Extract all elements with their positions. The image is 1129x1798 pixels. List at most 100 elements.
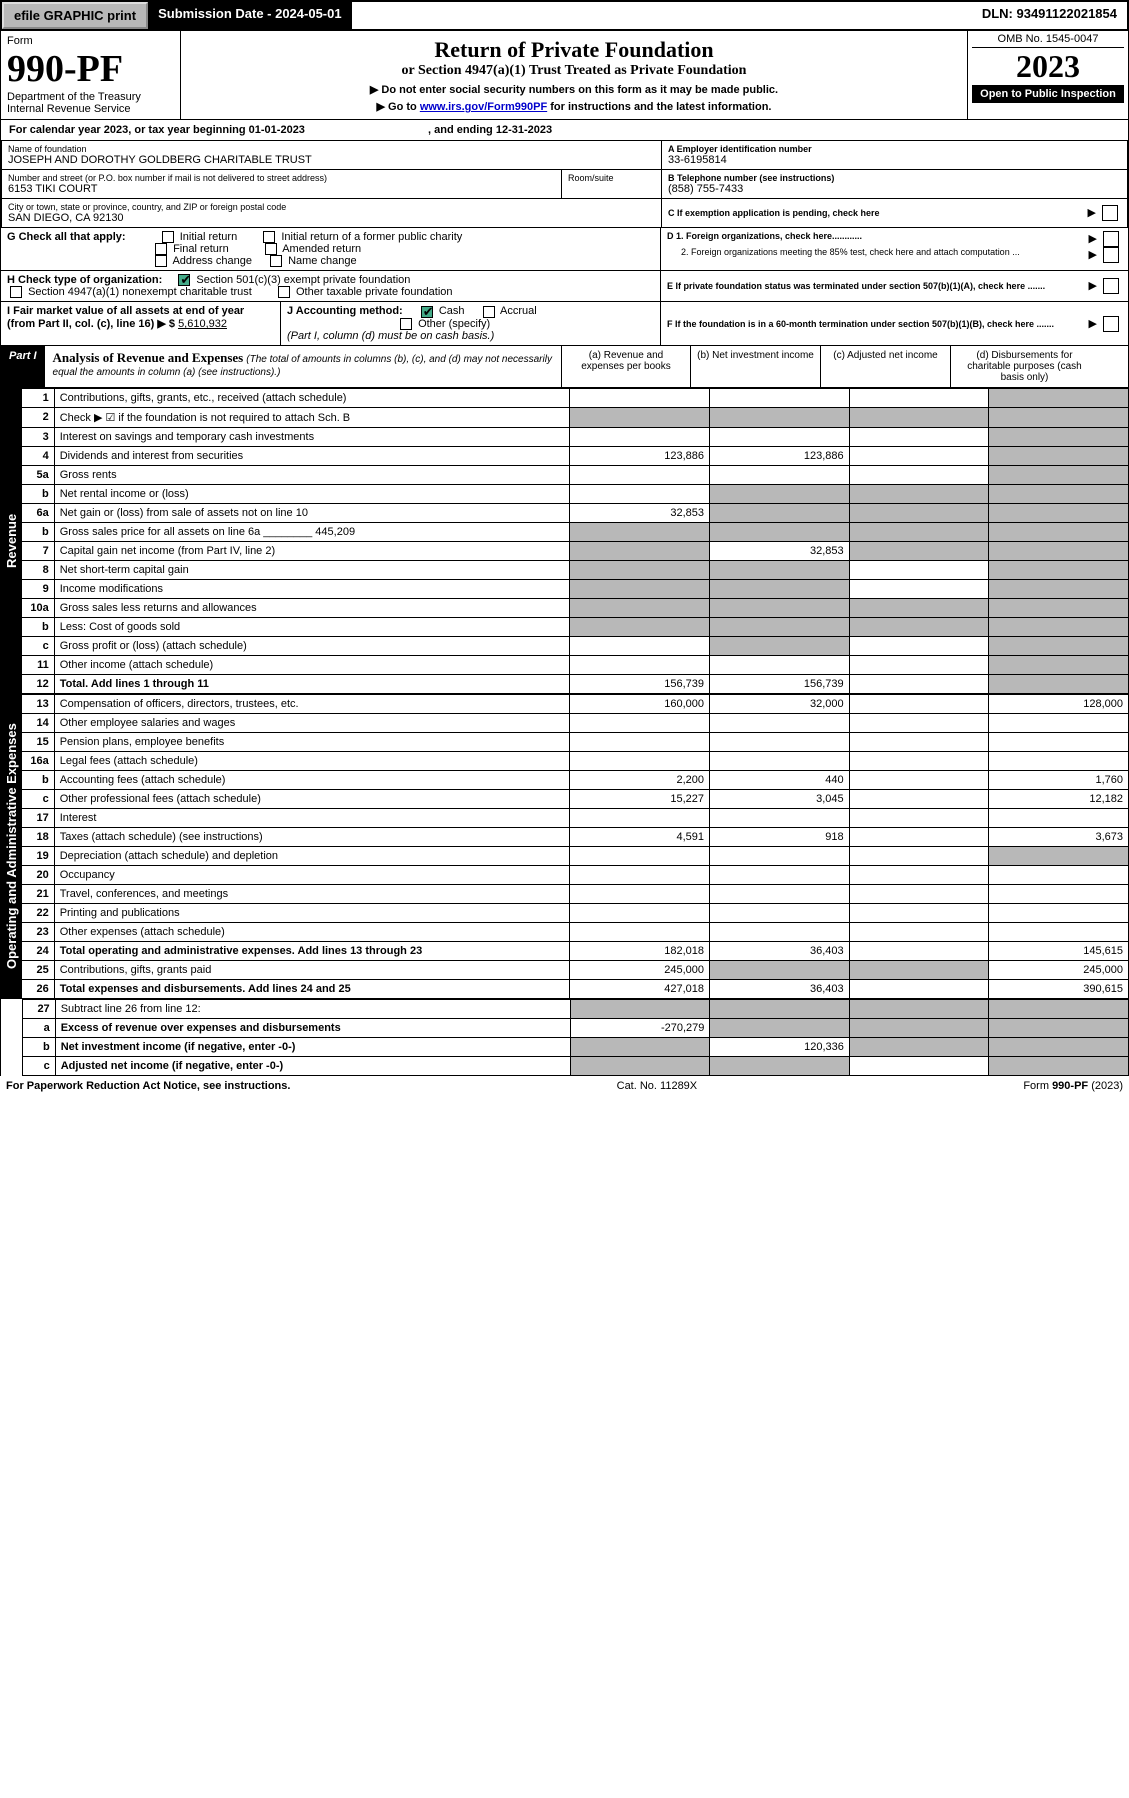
col-d-value [989,1037,1129,1056]
col-c-value [849,789,989,808]
form-title: Return of Private Foundation [187,37,961,63]
col-d-value [989,865,1129,884]
irs-link[interactable]: www.irs.gov/Form990PF [420,101,547,113]
line-number: 23 [22,922,54,941]
line-number: 7 [22,541,54,560]
line-desc: Other employee salaries and wages [54,713,570,732]
calendar-year-row: For calendar year 2023, or tax year begi… [0,120,1129,141]
col-a-value [570,388,710,407]
line-desc: Gross rents [54,465,570,484]
address-change-checkbox[interactable] [155,255,167,267]
d2-checkbox[interactable] [1103,247,1119,263]
line-desc: Gross sales price for all assets on line… [54,522,570,541]
addr-label: Number and street (or P.O. box number if… [8,173,555,183]
revenue-vlabel: Revenue [1,388,22,694]
col-b-value [710,1018,850,1037]
table-row: 27Subtract line 26 from line 12: [23,999,1129,1018]
amended-checkbox[interactable] [265,243,277,255]
col-c-value [849,846,989,865]
c-checkbox[interactable] [1102,205,1118,221]
line-number: c [22,636,54,655]
col-a-value [570,865,710,884]
line-number: a [23,1018,55,1037]
col-c-value [849,446,989,465]
line-number: 3 [22,427,54,446]
col-a-value: 123,886 [570,446,710,465]
line-desc: Occupancy [54,865,570,884]
line-desc: Interest on savings and temporary cash i… [54,427,570,446]
col-a-value [570,1037,710,1056]
table-row: bGross sales price for all assets on lin… [22,522,1129,541]
col-c-value [849,484,989,503]
col-b-value [710,713,850,732]
col-c-value [849,960,989,979]
col-c-value [849,636,989,655]
col-d-value [989,522,1129,541]
col-d-value: 3,673 [989,827,1129,846]
table-row: 7Capital gain net income (from Part IV, … [22,541,1129,560]
table-row: 3Interest on savings and temporary cash … [22,427,1129,446]
table-row: bNet investment income (if negative, ent… [23,1037,1129,1056]
501c3-checkbox[interactable] [178,274,190,286]
initial-return-checkbox[interactable] [162,231,174,243]
f-label: F If the foundation is in a 60-month ter… [667,319,1054,329]
col-a-value: 245,000 [570,960,710,979]
col-a-value [570,884,710,903]
other-taxable-checkbox[interactable] [278,286,290,298]
col-d-value: 245,000 [989,960,1129,979]
table-row: 19Depreciation (attach schedule) and dep… [22,846,1129,865]
col-d-value [989,484,1129,503]
street-address: 6153 TIKI COURT [8,183,555,195]
d1-checkbox[interactable] [1103,231,1119,247]
col-a-value [570,407,710,427]
other-method-checkbox[interactable] [400,318,412,330]
part1-title: Analysis of Revenue and Expenses [53,350,244,365]
efile-print-button[interactable]: efile GRAPHIC print [2,2,148,29]
col-b-value [710,407,850,427]
table-row: 20Occupancy [22,865,1129,884]
line-number: 12 [22,674,54,693]
initial-former-checkbox[interactable] [263,231,275,243]
col-b-value [710,522,850,541]
col-d-value [989,713,1129,732]
cash-checkbox[interactable] [421,306,433,318]
table-row: 18Taxes (attach schedule) (see instructi… [22,827,1129,846]
line-number: 2 [22,407,54,427]
table-row: 12Total. Add lines 1 through 11156,73915… [22,674,1129,693]
col-c-value [849,941,989,960]
table-row: aExcess of revenue over expenses and dis… [23,1018,1129,1037]
col-d-value [989,636,1129,655]
g-label: G Check all that apply: [7,231,126,243]
col-a-value [570,732,710,751]
d1-label: D 1. Foreign organizations, check here..… [667,231,862,247]
col-a-value [570,636,710,655]
line-desc: Printing and publications [54,903,570,922]
col-d-value: 12,182 [989,789,1129,808]
f-checkbox[interactable] [1103,316,1119,332]
d2-label: 2. Foreign organizations meeting the 85%… [667,247,1020,263]
col-d-value [989,407,1129,427]
col-b-value: 156,739 [710,674,850,693]
table-row: 2Check ▶ ☑ if the foundation is not requ… [22,407,1129,427]
4947-checkbox[interactable] [10,286,22,298]
col-b-value [710,465,850,484]
col-c-value [849,903,989,922]
line-number: 20 [22,865,54,884]
name-change-checkbox[interactable] [270,255,282,267]
bottom-section: 27Subtract line 26 from line 12:aExcess … [0,999,1129,1076]
col-a-value: 182,018 [570,941,710,960]
col-b-header: (b) Net investment income [691,346,821,387]
line-desc: Income modifications [54,579,570,598]
col-d-value [989,674,1129,693]
col-b-value [710,598,850,617]
e-checkbox[interactable] [1103,278,1119,294]
line-number: 8 [22,560,54,579]
accrual-checkbox[interactable] [483,306,495,318]
col-c-value [849,598,989,617]
final-return-checkbox[interactable] [155,243,167,255]
omb-number: OMB No. 1545-0047 [972,33,1124,48]
col-c-value [849,655,989,674]
col-d-value [989,751,1129,770]
table-row: bNet rental income or (loss) [22,484,1129,503]
line-number: 24 [22,941,54,960]
